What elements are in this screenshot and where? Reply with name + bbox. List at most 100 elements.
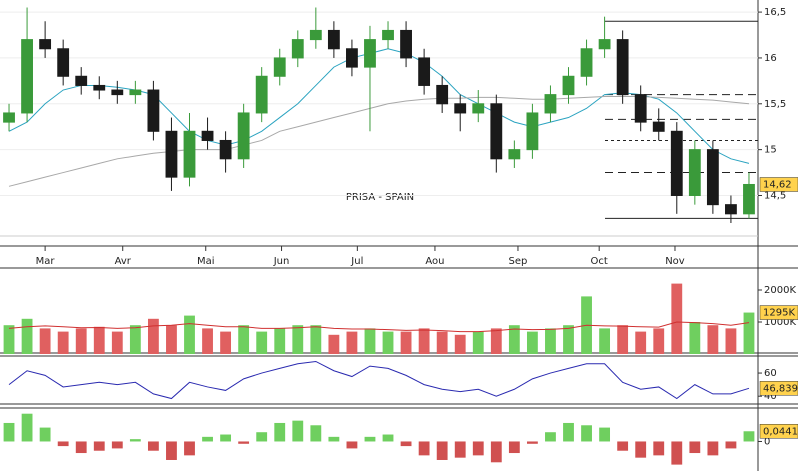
x-tick-label: Aou [425, 256, 444, 267]
x-tick-label: Nov [665, 256, 685, 267]
candle-body [544, 94, 557, 114]
bar [526, 441, 538, 444]
bar [382, 434, 394, 442]
bar [725, 328, 737, 354]
chart-title: PRISA - SPAIN [346, 192, 414, 203]
candle-body [255, 75, 268, 114]
candle-body [309, 29, 322, 41]
bar [563, 422, 574, 442]
bar [689, 322, 701, 354]
candle-body [490, 103, 503, 160]
candle-body [165, 130, 178, 178]
bar [671, 441, 683, 465]
bar [274, 422, 286, 442]
last-value-label: 46,839 [763, 383, 798, 394]
candle-body [454, 103, 467, 114]
volume-average [8, 321, 750, 333]
bar [418, 328, 430, 354]
candle-body [743, 183, 755, 215]
x-tick-label: Jun [273, 256, 290, 267]
bar [545, 432, 556, 442]
last-value-box [759, 177, 798, 192]
candle-body [93, 84, 106, 91]
bar [490, 441, 502, 463]
candle-body [652, 121, 665, 132]
candle-body [3, 112, 15, 123]
bar [93, 441, 105, 451]
last-value-box [759, 424, 798, 439]
bar [364, 436, 376, 442]
bar [454, 441, 466, 458]
candle-body [129, 89, 142, 96]
candle-body [688, 149, 701, 196]
bar [93, 326, 105, 354]
bar [653, 441, 665, 456]
bar [382, 331, 394, 354]
bar [400, 441, 412, 447]
bar [563, 325, 574, 354]
bar [202, 328, 213, 354]
bar [75, 441, 87, 454]
candle-body [670, 130, 683, 196]
candle-body [75, 75, 88, 86]
last-value-label: 14,62 [763, 179, 792, 190]
y-tick-label: 40 [764, 391, 777, 402]
candle-body [725, 204, 737, 215]
candle-body [706, 149, 719, 206]
bar [310, 325, 322, 354]
bar [508, 325, 520, 354]
line [8, 360, 750, 400]
bar [39, 427, 51, 442]
bar [328, 436, 340, 442]
bar [129, 439, 141, 442]
bar [147, 441, 159, 451]
bar [617, 325, 629, 354]
candle-body [327, 29, 340, 50]
bar [346, 331, 358, 354]
bar [508, 441, 520, 454]
candle-body [526, 112, 539, 151]
bar [671, 283, 683, 354]
bar [292, 420, 304, 442]
candle-body [472, 103, 485, 114]
bar [599, 427, 611, 442]
y-tick-label: 0 [764, 436, 770, 447]
candle-body [39, 39, 52, 50]
bar [184, 315, 195, 354]
bar [436, 331, 448, 354]
bar [238, 441, 250, 444]
candle-body [147, 89, 160, 132]
candle-body [616, 39, 629, 96]
bar [111, 441, 123, 449]
candle-body [237, 112, 250, 160]
bar [220, 331, 232, 354]
bar [147, 318, 159, 354]
bar [526, 331, 538, 354]
bar [743, 431, 755, 442]
bar [725, 441, 737, 449]
bar [274, 328, 286, 354]
bar [418, 441, 430, 456]
candle-body [57, 48, 70, 77]
bar [472, 441, 484, 456]
bar [57, 331, 69, 354]
bar [635, 441, 647, 458]
bar [653, 328, 665, 354]
bar [707, 325, 719, 354]
candle-body [183, 130, 196, 178]
candle-body [346, 48, 358, 68]
y-tick-label: 60 [764, 368, 777, 379]
bar [184, 441, 195, 456]
y-tick-label: 15,5 [764, 99, 786, 110]
y-tick-label: 1000K [764, 317, 796, 328]
bar [599, 328, 611, 354]
bar [364, 328, 376, 354]
candle-body [111, 89, 124, 96]
bar [57, 441, 69, 447]
y-tick-label: 2000K [764, 285, 796, 296]
y-tick-label: 16,5 [764, 7, 786, 18]
candle-body [219, 139, 232, 160]
candle-body [562, 75, 575, 96]
candle-body [400, 29, 412, 59]
